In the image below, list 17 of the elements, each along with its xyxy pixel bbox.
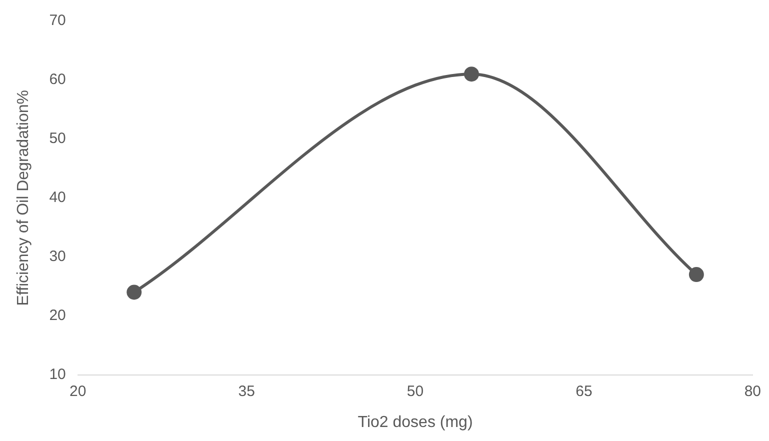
y-tick-label: 40 [49,189,66,206]
x-tick-label: 35 [238,382,255,400]
y-tick-label: 20 [49,306,66,324]
y-tick-label: 60 [49,71,66,88]
y-axis-title: Efficiency of Oil Degradation% [15,90,32,306]
x-tick-label: 50 [406,382,424,400]
point [688,267,704,282]
x-tick-label: 65 [576,382,592,400]
x-tick-label: 80 [744,382,761,400]
x-tick-label: 20 [70,382,86,400]
x-axis-title: Tio2 doses (mg) [358,414,473,431]
point [464,66,479,82]
y-tick-label: 30 [49,248,66,266]
y-tick-label: 50 [49,130,66,148]
y-tick-label: 70 [49,12,66,30]
y-tick-label: 10 [49,366,66,383]
point [126,284,142,300]
